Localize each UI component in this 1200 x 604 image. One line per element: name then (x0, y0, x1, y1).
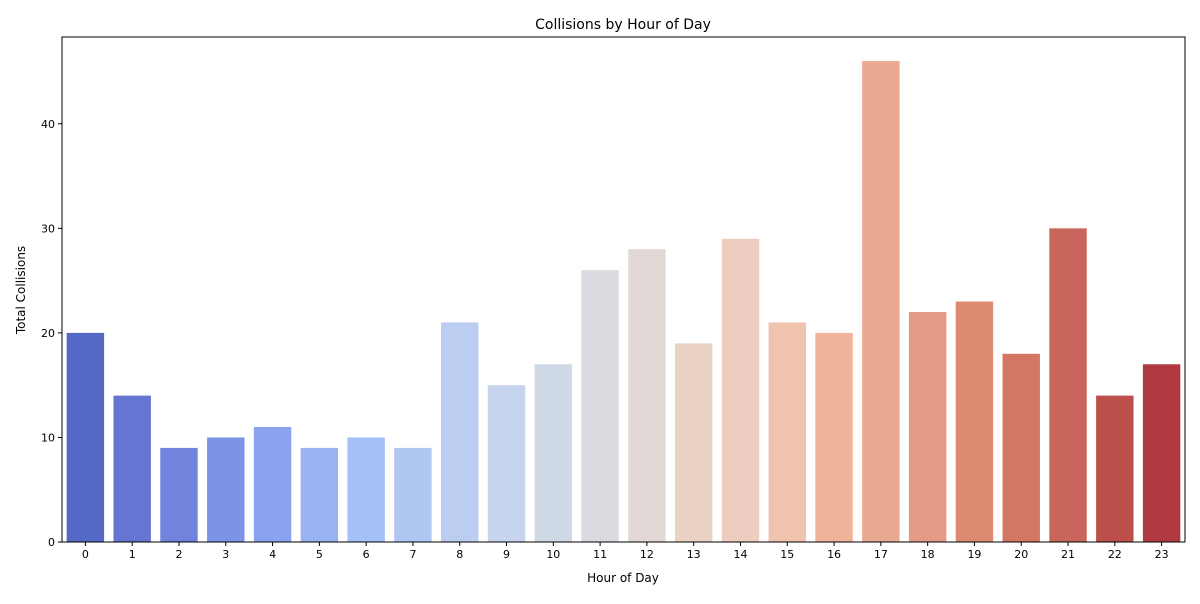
bar-hour-1 (113, 395, 151, 542)
bar-hour-3 (207, 437, 245, 542)
bar-hour-10 (534, 364, 573, 542)
bar-hour-13 (674, 343, 713, 542)
x-tick-label: 2 (175, 548, 182, 561)
x-tick-label: 17 (874, 548, 888, 561)
x-tick-label: 13 (687, 548, 701, 561)
chart-title: Collisions by Hour of Day (535, 17, 711, 33)
bar-hour-19 (955, 301, 994, 542)
bar-hour-0 (66, 332, 105, 542)
x-tick-label: 19 (967, 548, 981, 561)
x-tick-label: 0 (82, 548, 89, 561)
bar-hour-2 (160, 447, 198, 542)
x-tick-label: 6 (363, 548, 370, 561)
x-tick-label: 23 (1155, 548, 1169, 561)
x-tick-label: 12 (640, 548, 654, 561)
y-tick-label: 40 (41, 118, 55, 131)
x-tick-label: 5 (316, 548, 323, 561)
bar-hour-20 (1002, 353, 1040, 542)
bar-hour-11 (581, 270, 619, 542)
bar-hour-22 (1096, 395, 1134, 542)
x-tick-label: 3 (222, 548, 229, 561)
y-tick-label: 0 (48, 536, 55, 549)
bars-group (66, 61, 1181, 543)
y-tick-label: 10 (41, 431, 55, 444)
x-tick-label: 22 (1108, 548, 1122, 561)
x-tick-label: 21 (1061, 548, 1075, 561)
bar-hour-21 (1049, 228, 1087, 542)
bar-hour-7 (394, 447, 432, 542)
bar-hour-23 (1142, 364, 1181, 542)
x-axis-label: Hour of Day (587, 571, 659, 585)
plot-frame (61, 36, 1186, 543)
bar-hour-16 (815, 332, 853, 542)
x-tick-label: 9 (503, 548, 510, 561)
x-axis-ticks: 0 1 2 3 4 5 6 7 8 9 10 11 12 13 14 15 16 17 18 19 20 21 22 23 (82, 542, 1169, 561)
bar-hour-9 (487, 385, 526, 542)
x-tick-label: 16 (827, 548, 841, 561)
bar-hour-4 (253, 426, 292, 542)
y-axis-ticks: 0 10 20 30 40 (41, 118, 62, 549)
bar-hour-6 (347, 437, 385, 542)
bar-hour-15 (768, 322, 806, 542)
bar-hour-12 (628, 249, 666, 542)
x-tick-label: 18 (921, 548, 935, 561)
x-tick-label: 1 (129, 548, 136, 561)
bar-hour-14 (721, 238, 760, 543)
y-axis-label: Total Collisions (14, 246, 28, 335)
y-tick-label: 20 (41, 327, 55, 340)
x-tick-label: 15 (780, 548, 794, 561)
x-tick-label: 11 (593, 548, 607, 561)
x-tick-label: 8 (456, 548, 463, 561)
x-tick-label: 20 (1014, 548, 1028, 561)
x-tick-label: 14 (733, 548, 747, 561)
bar-hour-17 (862, 61, 900, 543)
x-tick-label: 7 (409, 548, 416, 561)
bar-hour-18 (908, 311, 947, 542)
x-tick-label: 4 (269, 548, 276, 561)
x-tick-label: 10 (546, 548, 560, 561)
bar-hour-8 (441, 322, 479, 542)
y-tick-label: 30 (41, 222, 55, 235)
bar-hour-5 (300, 447, 339, 542)
